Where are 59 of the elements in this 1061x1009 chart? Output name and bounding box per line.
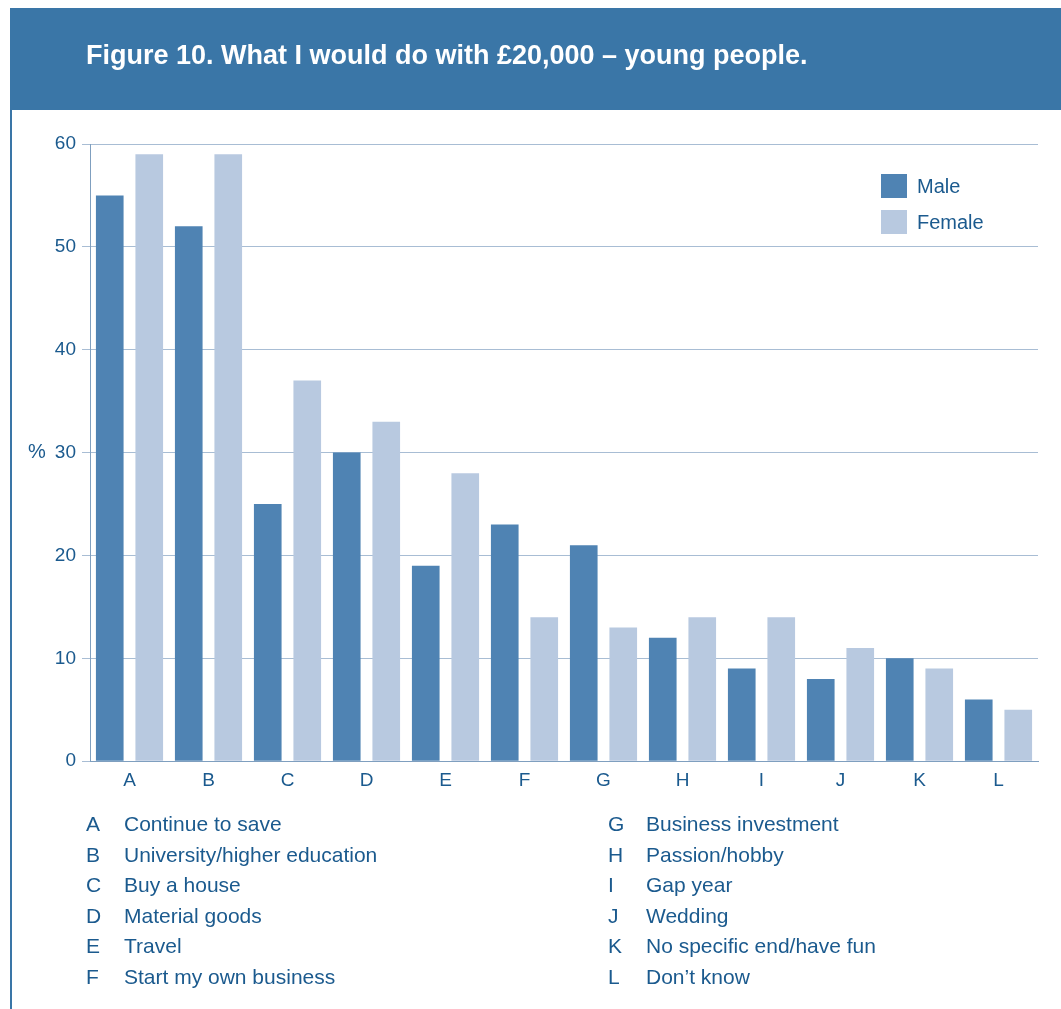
bar	[846, 648, 875, 761]
y-tick-label: 0	[65, 749, 76, 771]
x-tick-label: L	[993, 768, 1004, 790]
text: I Gap year	[608, 873, 733, 896]
text: D Material goods	[86, 903, 262, 929]
x-tick-label: I	[758, 768, 765, 790]
text: C Buy a house	[86, 873, 241, 898]
x-tick-label: J	[835, 768, 846, 790]
bar	[95, 195, 124, 761]
chart-title: Figure 10. What I would do with £20,000 – young people.	[86, 40, 808, 71]
y-tick-label: 20	[54, 543, 76, 565]
y-tick-label: 40	[54, 337, 76, 359]
y-tick-label: 50	[54, 235, 76, 257]
x-tick-label: F	[518, 768, 531, 790]
x-tick-label: B	[202, 768, 215, 790]
text: F Start my own business	[86, 964, 336, 990]
x-tick-label: D	[359, 768, 374, 790]
bar	[609, 627, 638, 761]
bar	[569, 545, 598, 761]
x-tick-label: E	[439, 768, 452, 790]
x-tick-label: C	[280, 768, 295, 790]
bar	[135, 154, 164, 761]
bar	[293, 380, 322, 761]
x-tick-label: G	[596, 768, 611, 790]
bar	[214, 154, 243, 761]
y-tick-label: 10	[54, 646, 76, 668]
x-tick-label: K	[913, 768, 927, 790]
text: B University/higher education	[86, 842, 378, 868]
x-tick-label: A	[123, 768, 137, 790]
text: A Continue to save	[86, 812, 282, 837]
bar	[490, 524, 519, 761]
y-tick-label: 30	[54, 440, 76, 462]
bar	[688, 617, 717, 761]
legend-label: Male	[916, 173, 962, 199]
bar	[332, 452, 361, 761]
bar	[727, 668, 756, 761]
bar	[925, 668, 954, 761]
bar	[411, 565, 440, 761]
bar	[451, 473, 480, 761]
bar	[885, 658, 914, 761]
bar	[648, 637, 677, 761]
bar	[174, 226, 203, 761]
text: L Don’t know	[608, 964, 750, 988]
text: K No specific end/have fun	[608, 934, 876, 959]
y-tick-label: 60	[54, 132, 76, 154]
text: G Business investment	[608, 812, 839, 837]
bar	[1004, 709, 1033, 761]
text: H Passion/hobby	[608, 842, 784, 868]
y-axis-title: %	[28, 440, 46, 463]
text: J Wedding	[608, 903, 729, 927]
x-tick-label: H	[675, 768, 690, 790]
legend-label: Female	[916, 209, 985, 235]
bar	[964, 699, 993, 761]
text: E Travel	[86, 934, 182, 959]
bar	[806, 678, 835, 761]
bar	[372, 421, 401, 761]
bar	[767, 617, 796, 761]
bar	[530, 617, 559, 761]
bar	[253, 504, 282, 761]
